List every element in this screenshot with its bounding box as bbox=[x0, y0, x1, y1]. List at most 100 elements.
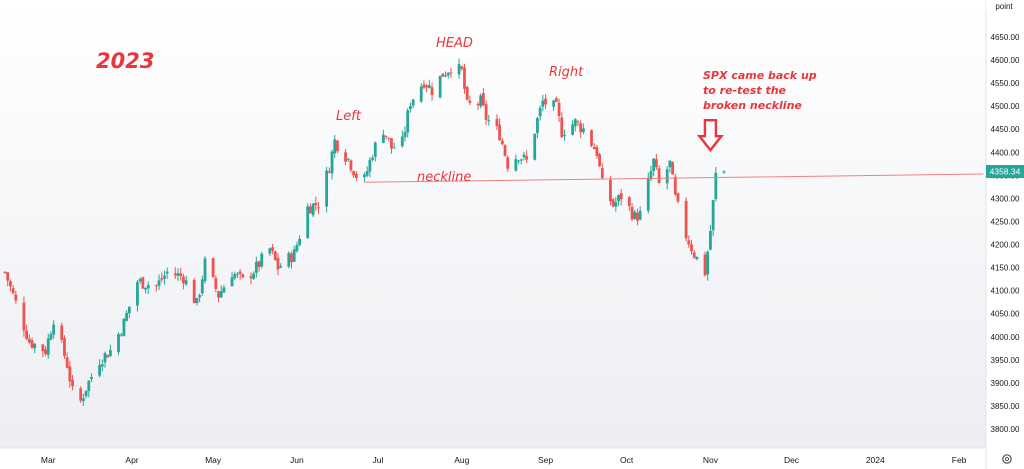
x-tick-label: Dec bbox=[784, 455, 800, 465]
candles bbox=[3, 58, 726, 406]
candle-body bbox=[536, 118, 539, 134]
last-price-label: 4358.34 bbox=[986, 165, 1024, 179]
candle-body bbox=[595, 147, 599, 157]
x-tick-label: Sep bbox=[538, 455, 553, 465]
x-tick-label: Jun bbox=[290, 455, 304, 465]
candle-body bbox=[203, 258, 207, 281]
candle-body bbox=[100, 364, 104, 367]
x-tick-label: May bbox=[205, 455, 222, 465]
candle-body bbox=[106, 355, 110, 358]
candle-body bbox=[571, 124, 574, 135]
x-tick-label: Feb bbox=[952, 455, 967, 465]
left-shoulder-annotation: Left bbox=[336, 109, 361, 124]
candle-body bbox=[163, 275, 166, 279]
candle-body bbox=[49, 334, 53, 340]
plot-background bbox=[0, 0, 986, 448]
y-tick-label: 4200.00 bbox=[991, 241, 1020, 250]
x-tick-label: Apr bbox=[125, 455, 138, 465]
x-tick-label: Mar bbox=[41, 455, 56, 465]
candle-body bbox=[179, 273, 183, 277]
candle-body bbox=[690, 244, 693, 252]
candle-body bbox=[60, 325, 64, 340]
gear-icon[interactable] bbox=[1002, 454, 1012, 464]
candle-body bbox=[79, 388, 83, 401]
candle-body bbox=[98, 365, 101, 376]
candle-body bbox=[609, 179, 612, 202]
candle-body bbox=[84, 390, 88, 397]
candle-body bbox=[222, 287, 226, 293]
candle-body bbox=[692, 252, 696, 258]
candle-body bbox=[127, 306, 131, 314]
candle-body bbox=[146, 284, 150, 289]
candle-body bbox=[176, 273, 180, 276]
candle-body bbox=[484, 104, 488, 120]
candle-body bbox=[652, 158, 656, 172]
candle-body bbox=[336, 140, 339, 152]
candle-body bbox=[384, 135, 388, 137]
candle-body bbox=[544, 98, 547, 105]
y-tick-label: 4050.00 bbox=[991, 310, 1020, 319]
candle-body bbox=[241, 274, 245, 278]
candle-body bbox=[463, 67, 466, 89]
candle-body bbox=[195, 298, 199, 304]
candle-body bbox=[249, 276, 253, 279]
candle-body bbox=[590, 130, 593, 146]
candle-body bbox=[103, 352, 107, 363]
candle-body bbox=[441, 73, 445, 77]
time-axis[interactable]: Mar Apr May Jun Jul Aug Sep Oct Nov Dec 2024 Feb bbox=[41, 455, 967, 465]
axis-unit-label: point bbox=[995, 2, 1013, 11]
candle-body bbox=[479, 95, 483, 107]
candle-body bbox=[63, 338, 66, 357]
candle-body bbox=[136, 282, 139, 306]
candle-body bbox=[14, 294, 18, 301]
candle-body bbox=[290, 253, 293, 263]
candle-body bbox=[252, 273, 256, 279]
candle-body bbox=[500, 140, 504, 145]
candle-body bbox=[173, 273, 177, 276]
note-line-2: to re-test the bbox=[703, 84, 786, 97]
candle-body bbox=[46, 338, 50, 355]
candle-body bbox=[236, 273, 239, 275]
candle-body bbox=[538, 107, 542, 117]
candle-body bbox=[554, 98, 558, 102]
y-tick-label: 4450.00 bbox=[991, 125, 1020, 134]
candle-body bbox=[217, 291, 220, 298]
candle-body bbox=[714, 172, 718, 200]
candle-body bbox=[673, 176, 677, 195]
candle-body bbox=[646, 177, 650, 211]
candle-body bbox=[6, 272, 10, 281]
candle-body bbox=[365, 171, 369, 176]
candle-body bbox=[325, 170, 329, 207]
x-tick-label: Jul bbox=[373, 455, 384, 465]
candle-body bbox=[276, 257, 280, 270]
axis-unit-box bbox=[986, 0, 1024, 13]
candle-body bbox=[309, 206, 312, 214]
candle-body bbox=[498, 124, 502, 141]
candle-body bbox=[160, 278, 164, 280]
candle-body bbox=[706, 251, 710, 275]
candle-body bbox=[41, 344, 45, 352]
candle-body bbox=[373, 142, 377, 157]
candle-body bbox=[211, 258, 215, 277]
candle-body bbox=[27, 338, 31, 343]
candle-body bbox=[349, 160, 353, 171]
candle-body bbox=[165, 271, 169, 274]
candle-body bbox=[368, 159, 372, 172]
candle-body bbox=[346, 158, 350, 160]
down-arrow-icon bbox=[696, 118, 724, 153]
candle-body bbox=[576, 121, 580, 123]
x-tick-label: Nov bbox=[703, 455, 719, 465]
candle-body bbox=[633, 211, 637, 219]
price-axis[interactable]: 4650.00 4600.00 4550.00 4500.00 4450.00 4400.… bbox=[991, 33, 1020, 434]
y-tick-label: 4650.00 bbox=[991, 33, 1020, 42]
candle-body bbox=[517, 160, 520, 162]
candle-body bbox=[198, 295, 201, 298]
last-price-text: 4358.34 bbox=[990, 167, 1021, 177]
candle-body bbox=[9, 281, 12, 287]
candle-body bbox=[65, 357, 69, 368]
candle-body bbox=[460, 66, 464, 69]
candle-body bbox=[627, 197, 631, 207]
note-line-1: SPX came back up bbox=[703, 69, 817, 82]
candle-body bbox=[181, 276, 185, 284]
candle-body bbox=[427, 85, 431, 88]
